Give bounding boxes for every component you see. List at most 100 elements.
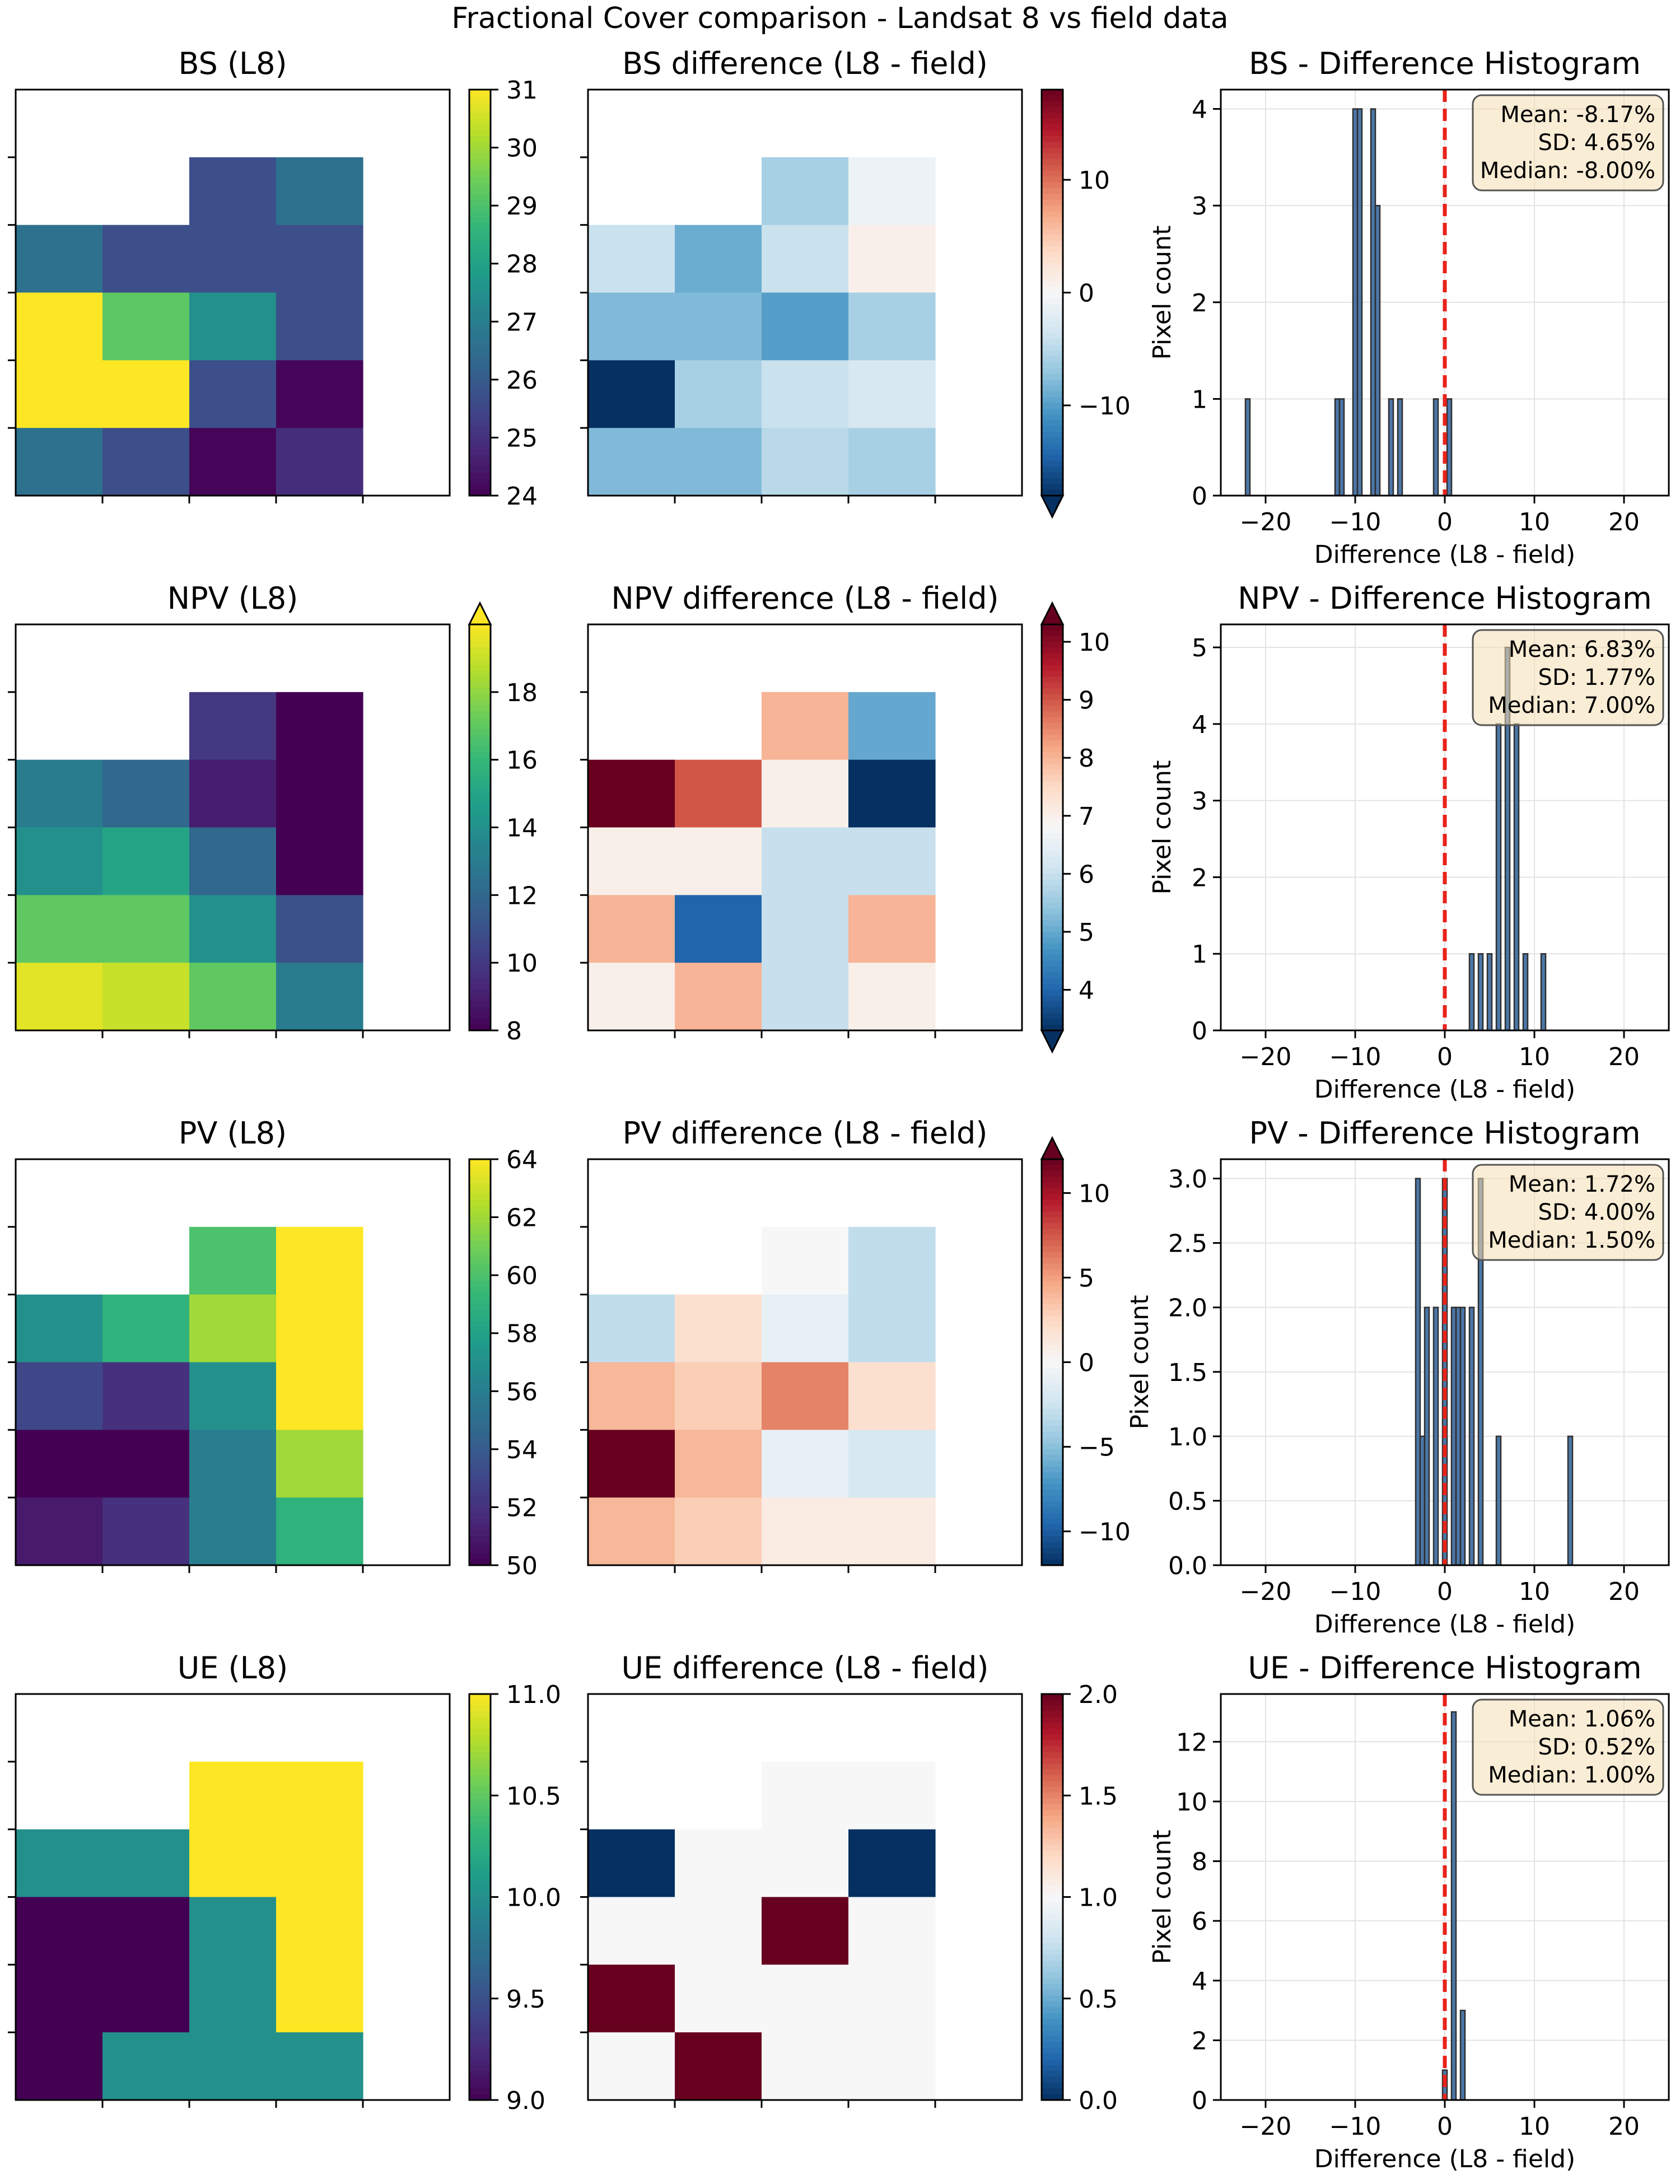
histogram-bar (1388, 398, 1394, 497)
colorbar-segment (469, 240, 491, 247)
heatmap-cell (675, 225, 762, 293)
colorbar-segment (469, 903, 491, 909)
colorbar-segment (1042, 1403, 1063, 1410)
colorbar-segment (469, 699, 491, 706)
colorbar-tick-label: 7 (1079, 802, 1094, 831)
colorbar-tick-label: 50 (506, 1552, 538, 1580)
colorbar-segment (1042, 1868, 1063, 1874)
colorbar-segment (1042, 379, 1063, 386)
colorbar-segment (469, 1990, 491, 1996)
colorbar-segment (469, 472, 491, 479)
colorbar-tick-label: −10 (1079, 1518, 1131, 1547)
y-tick-label: 6 (1192, 1907, 1207, 1936)
colorbar-tick-label: 8 (506, 1017, 522, 1046)
colorbar-segment (469, 1752, 491, 1758)
colorbar-segment (469, 868, 491, 875)
colorbar-segment (1042, 1542, 1063, 1548)
colorbar-segment (469, 344, 491, 351)
colorbar-segment (1042, 234, 1063, 241)
colorbar-segment (1042, 1275, 1063, 1282)
colorbar-segment (469, 1700, 491, 1706)
colorbar-segment (469, 432, 491, 438)
colorbar-pv: 50 52 54 56 58 60 62 64 (468, 1146, 538, 1580)
colorbar-segment (1042, 217, 1063, 224)
colorbar-segment (1042, 1763, 1063, 1770)
colorbar-segment (1042, 1810, 1063, 1817)
stats-line: Median: 7.00% (1488, 693, 1655, 718)
colorbar-segment (1042, 1786, 1063, 1793)
colorbar-segment (469, 972, 491, 979)
colorbar-segment (1042, 1902, 1063, 1910)
x-tick-label: −10 (1329, 2112, 1382, 2141)
colorbar-segment (1042, 472, 1063, 479)
heatmap-cell (588, 225, 675, 293)
heatmap-cell (102, 225, 190, 293)
colorbar-segment (1042, 107, 1063, 114)
colorbar-segment (1042, 484, 1063, 491)
colorbar-segment (469, 647, 491, 654)
colorbar-segment (469, 194, 491, 200)
colorbar-segment (469, 1211, 491, 1218)
heatmap-panel-bs-difference: BS difference (L8 - field) (580, 46, 1023, 503)
colorbar-segment (469, 1938, 491, 1944)
heatmap-title: NPV difference (L8 - field) (611, 581, 998, 616)
histogram-bar (1432, 1306, 1439, 1566)
colorbar-segment (469, 130, 491, 137)
colorbar-segment (1042, 1315, 1063, 1322)
colorbar-segment (1042, 694, 1063, 701)
colorbar-segment (469, 1460, 491, 1467)
heatmap-cell (16, 1964, 103, 2033)
colorbar-segment (469, 217, 491, 224)
heatmap-cell (848, 360, 936, 428)
heatmap-cell (675, 895, 762, 963)
colorbar-tick-label: 2.0 (1079, 1681, 1118, 1709)
colorbar-segment (469, 810, 491, 816)
heatmap-cell (848, 963, 936, 1031)
colorbar-segment (1042, 1972, 1063, 1979)
heatmap-cell (16, 1897, 103, 1965)
heatmap-panel-pv-difference: PV difference (L8 - field) (580, 1116, 1023, 1573)
colorbar-segment (469, 124, 491, 131)
colorbar-tick-label: 56 (506, 1378, 538, 1406)
colorbar-segment (469, 310, 491, 316)
colorbar-segment (469, 1955, 491, 1962)
colorbar-segment (469, 1315, 491, 1322)
heatmap-cell (675, 963, 762, 1031)
colorbar-segment (1042, 1304, 1063, 1311)
heatmap-cell (102, 1897, 190, 1965)
histogram-bar (1540, 953, 1547, 1032)
colorbar-tick-label: 5 (1079, 1264, 1094, 1292)
colorbar-segment (469, 113, 491, 119)
colorbar-segment (1042, 908, 1063, 915)
colorbar-segment (469, 740, 491, 747)
colorbar-segment (1042, 636, 1063, 642)
colorbar-segment (1042, 2001, 1063, 2008)
colorbar-bs: −10 0 10 (1040, 88, 1131, 519)
heatmap-cell (762, 2032, 849, 2101)
y-axis-label: Pixel count (1148, 226, 1177, 360)
colorbar-segment (469, 2030, 491, 2037)
colorbar-segment (469, 101, 491, 108)
heatmap-cell (189, 1964, 277, 2033)
colorbar-segment (469, 1547, 491, 1555)
colorbar-segment (469, 1694, 491, 1701)
colorbar-segment (1042, 1019, 1063, 1025)
colorbar-segment (469, 188, 491, 195)
stats-line: Mean: 1.72% (1509, 1172, 1655, 1197)
colorbar-segment (1042, 1984, 1063, 1991)
x-tick-label: −20 (1240, 1578, 1292, 1606)
colorbar-segment (1042, 1908, 1063, 1915)
colorbar-tick-label: 10 (506, 949, 538, 978)
colorbar-segment (1042, 1240, 1063, 1247)
colorbar-segment (469, 1391, 491, 1398)
colorbar-segment (1042, 1327, 1063, 1334)
colorbar-tick-label: 10.5 (506, 1782, 561, 1810)
colorbar-segment (469, 2094, 491, 2101)
colorbar-segment (469, 1501, 491, 1508)
histogram-bar (1244, 398, 1251, 497)
colorbar-segment (1042, 351, 1063, 357)
colorbar-segment (1042, 1350, 1063, 1357)
colorbar-segment (1042, 199, 1063, 206)
heatmap-cell (189, 827, 277, 895)
colorbar-segment (1042, 1931, 1063, 1938)
